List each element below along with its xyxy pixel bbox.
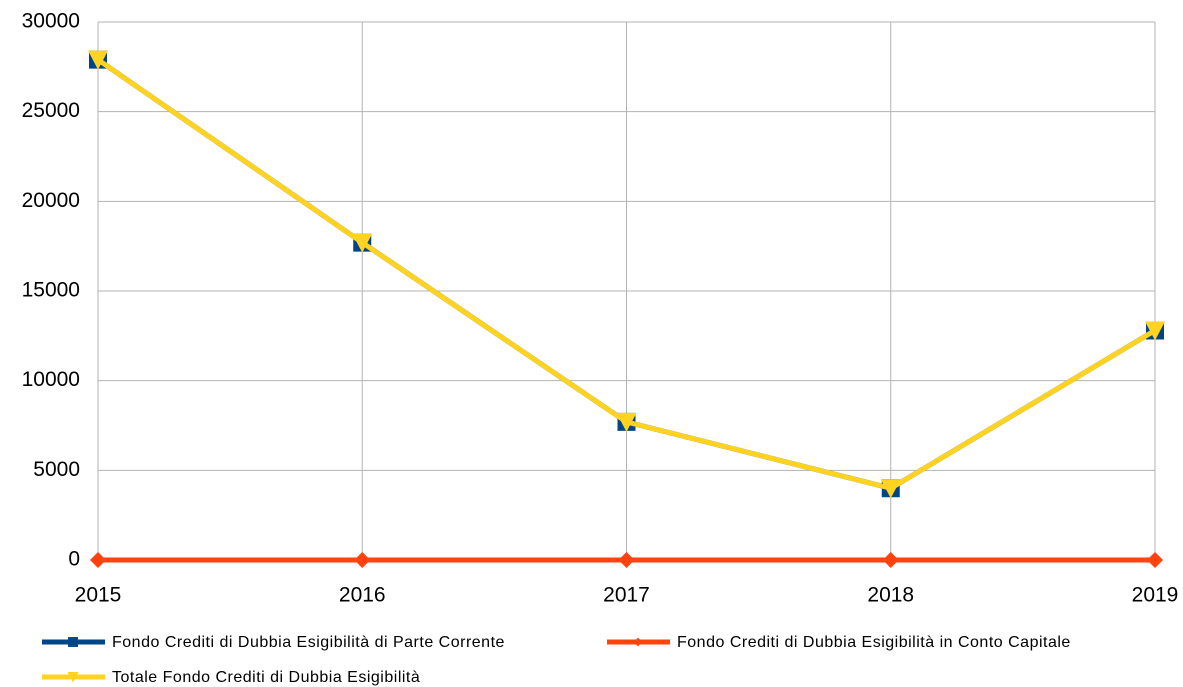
y-tick-label: 0 bbox=[68, 548, 80, 571]
legend-label: Totale Fondo Crediti di Dubbia Esigibili… bbox=[112, 669, 420, 686]
x-tick-label: 2016 bbox=[339, 584, 386, 607]
data-point bbox=[882, 552, 899, 568]
legend-label: Fondo Crediti di Dubbia Esigibilità in C… bbox=[677, 634, 1071, 651]
y-tick-label: 25000 bbox=[22, 99, 80, 122]
data-point bbox=[616, 412, 637, 432]
data-point bbox=[354, 552, 371, 568]
y-tick-label: 15000 bbox=[22, 279, 80, 302]
data-point bbox=[88, 50, 108, 70]
data-point bbox=[1147, 552, 1163, 568]
legend-label: Fondo Crediti di Dubbia Esigibilità di P… bbox=[112, 634, 505, 651]
x-tick-label: 2018 bbox=[867, 584, 914, 607]
data-point bbox=[880, 479, 901, 499]
y-tick-label: 20000 bbox=[22, 189, 80, 212]
y-tick-label: 30000 bbox=[22, 10, 80, 33]
legend-marker bbox=[68, 637, 78, 647]
data-point bbox=[90, 552, 106, 568]
legend-marker bbox=[633, 637, 643, 647]
data-point bbox=[618, 552, 635, 568]
data-point bbox=[352, 233, 373, 253]
legend-marker bbox=[67, 672, 79, 683]
y-tick-label: 10000 bbox=[22, 368, 80, 391]
x-tick-label: 2015 bbox=[75, 584, 122, 607]
data-point bbox=[1145, 321, 1165, 341]
y-tick-label: 5000 bbox=[33, 458, 80, 481]
x-tick-label: 2019 bbox=[1132, 584, 1179, 607]
x-tick-label: 2017 bbox=[603, 584, 650, 607]
